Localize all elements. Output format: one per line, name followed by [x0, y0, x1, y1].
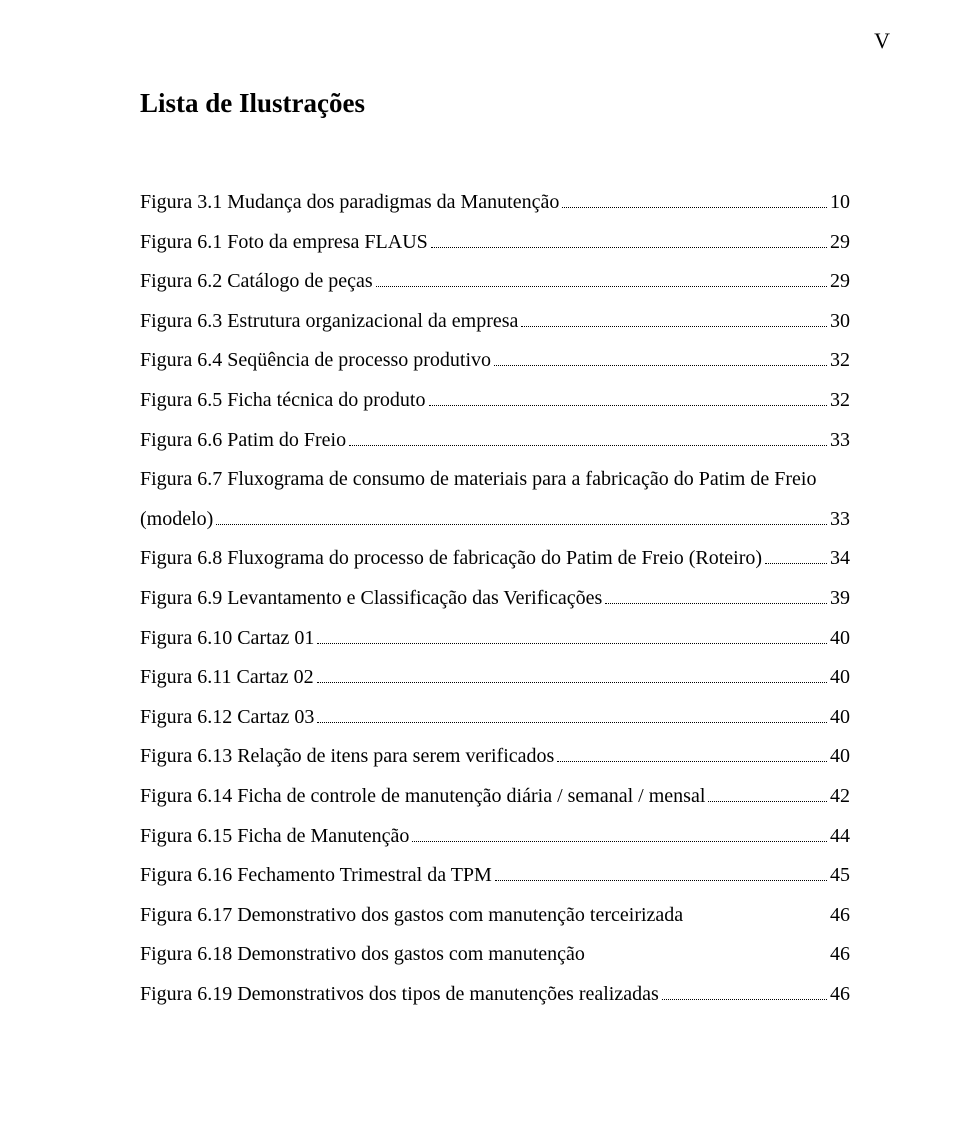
toc-entry-page: 40	[830, 698, 850, 738]
toc-entry-label: Figura 6.5 Ficha técnica do produto	[140, 381, 426, 421]
toc-entry: Figura 6.10 Cartaz 01 40	[140, 619, 850, 659]
toc-entry-label: Figura 3.1 Mudança dos paradigmas da Man…	[140, 183, 559, 223]
toc-entry-page: 29	[830, 223, 850, 263]
toc-entry: Figura 6.19 Demonstrativos dos tipos de …	[140, 975, 850, 1015]
toc-entry-page: 46	[830, 896, 850, 936]
toc-entry: Figura 6.8 Fluxograma do processo de fab…	[140, 539, 850, 579]
toc-entry-page: 34	[830, 539, 850, 579]
toc-leader	[216, 508, 827, 525]
toc-entry: (modelo) 33	[140, 500, 850, 540]
toc-entry-page: 30	[830, 302, 850, 342]
toc-entry-label: Figura 6.16 Fechamento Trimestral da TPM	[140, 856, 492, 896]
toc-entry-label: (modelo)	[140, 500, 213, 540]
toc-entry: Figura 6.17 Demonstrativo dos gastos com…	[140, 896, 850, 936]
toc-entry: Figura 6.15 Ficha de Manutenção 44	[140, 817, 850, 857]
toc-entry: Figura 6.4 Seqüência de processo produti…	[140, 341, 850, 381]
toc-entry-label: Figura 6.18 Demonstrativo dos gastos com…	[140, 935, 585, 975]
toc-leader	[429, 389, 828, 406]
toc-entry-page: 42	[830, 777, 850, 817]
toc-entry-page: 40	[830, 619, 850, 659]
toc-entry-label: Figura 6.6 Patim do Freio	[140, 421, 346, 461]
toc-entry-label: Figura 6.1 Foto da empresa FLAUS	[140, 223, 428, 263]
toc-entry: Figura 6.9 Levantamento e Classificação …	[140, 579, 850, 619]
toc-entry-page: 46	[830, 975, 850, 1015]
toc-entry-page: 40	[830, 658, 850, 698]
toc-leader	[495, 864, 827, 881]
toc-entry-label: Figura 6.10 Cartaz 01	[140, 619, 314, 659]
toc-leader	[317, 666, 827, 683]
toc-entry-page: 40	[830, 737, 850, 777]
toc-leader	[562, 191, 827, 208]
toc-leader	[349, 429, 827, 446]
toc-entry-page: 39	[830, 579, 850, 619]
toc-entry: Figura 6.18 Demonstrativo dos gastos com…	[140, 935, 850, 975]
toc-entry: Figura 6.13 Relação de itens para serem …	[140, 737, 850, 777]
toc-entry-label: Figura 6.2 Catálogo de peças	[140, 262, 373, 302]
toc-entry-page: 33	[830, 500, 850, 540]
toc-entry-page: 32	[830, 341, 850, 381]
toc-entry: Figura 6.12 Cartaz 03 40	[140, 698, 850, 738]
page: V Lista de Ilustrações Figura 3.1 Mudanç…	[0, 0, 960, 1074]
toc-entry-label: Figura 6.13 Relação de itens para serem …	[140, 737, 554, 777]
toc-entry-label: Figura 6.3 Estrutura organizacional da e…	[140, 302, 518, 342]
toc-entry: Figura 6.5 Ficha técnica do produto 32	[140, 381, 850, 421]
toc-entry-label: Figura 6.8 Fluxograma do processo de fab…	[140, 539, 762, 579]
toc-entry-page: 45	[830, 856, 850, 896]
toc-entry-label: Figura 6.9 Levantamento e Classificação …	[140, 579, 602, 619]
toc-leader	[317, 627, 827, 644]
list-of-figures: Figura 3.1 Mudança dos paradigmas da Man…	[140, 183, 850, 1014]
toc-entry-page: 29	[830, 262, 850, 302]
page-number-mark: V	[140, 28, 890, 54]
toc-leader	[431, 231, 827, 248]
toc-leader	[317, 706, 827, 723]
toc-entry: Figura 6.1 Foto da empresa FLAUS 29	[140, 223, 850, 263]
toc-leader	[557, 745, 827, 762]
toc-entry: Figura 6.2 Catálogo de peças 29	[140, 262, 850, 302]
toc-entry: Figura 6.11 Cartaz 02 40	[140, 658, 850, 698]
toc-leader	[765, 547, 827, 564]
toc-entry-label: Figura 6.17 Demonstrativo dos gastos com…	[140, 896, 683, 936]
toc-leader	[412, 825, 827, 842]
toc-entry-page: 33	[830, 421, 850, 461]
toc-entry-label: Figura 6.19 Demonstrativos dos tipos de …	[140, 975, 659, 1015]
toc-entry: Figura 3.1 Mudança dos paradigmas da Man…	[140, 183, 850, 223]
toc-leader	[494, 349, 827, 366]
toc-entry-label: Figura 6.14 Ficha de controle de manuten…	[140, 777, 705, 817]
toc-entry: Figura 6.6 Patim do Freio 33	[140, 421, 850, 461]
page-title: Lista de Ilustrações	[140, 88, 850, 119]
toc-entry-page: 10	[830, 183, 850, 223]
toc-leader	[605, 587, 827, 604]
toc-entry-label: Figura 6.7 Fluxograma de consumo de mate…	[140, 460, 816, 500]
toc-entry-page: 44	[830, 817, 850, 857]
toc-entry-label: Figura 6.12 Cartaz 03	[140, 698, 314, 738]
toc-entry: Figura 6.7 Fluxograma de consumo de mate…	[140, 460, 850, 500]
toc-entry: Figura 6.14 Ficha de controle de manuten…	[140, 777, 850, 817]
toc-entry: Figura 6.16 Fechamento Trimestral da TPM…	[140, 856, 850, 896]
toc-leader	[662, 983, 827, 1000]
toc-entry-label: Figura 6.11 Cartaz 02	[140, 658, 314, 698]
toc-leader	[521, 310, 827, 327]
toc-entry-page: 46	[830, 935, 850, 975]
toc-entry-label: Figura 6.4 Seqüência de processo produti…	[140, 341, 491, 381]
toc-entry-page: 32	[830, 381, 850, 421]
toc-entry-label: Figura 6.15 Ficha de Manutenção	[140, 817, 409, 857]
toc-leader	[376, 270, 827, 287]
toc-entry: Figura 6.3 Estrutura organizacional da e…	[140, 302, 850, 342]
toc-leader	[708, 785, 827, 802]
